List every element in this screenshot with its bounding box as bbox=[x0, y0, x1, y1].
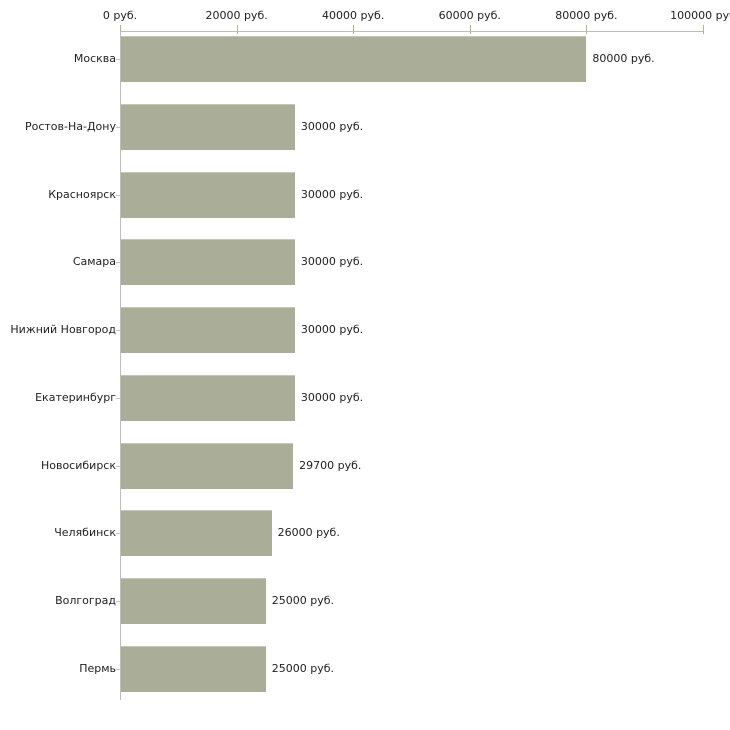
x-tick-label: 20000 руб. bbox=[205, 9, 268, 22]
x-tick-label: 0 руб. bbox=[102, 9, 138, 22]
x-tick-label: 100000 руб bbox=[670, 9, 730, 22]
y-tick-mark bbox=[116, 59, 120, 60]
value-label: 30000 руб. bbox=[300, 187, 364, 201]
category-label: Самара bbox=[72, 255, 116, 269]
category-label: Пермь bbox=[79, 661, 116, 675]
x-tick-mark bbox=[586, 25, 588, 34]
category-label: Екатеринбург bbox=[35, 390, 116, 404]
bar bbox=[121, 307, 295, 353]
value-label: 25000 руб. bbox=[271, 594, 335, 607]
x-tick-mark bbox=[120, 25, 121, 34]
category-label: Челябинск bbox=[54, 526, 116, 540]
category-label: Москва bbox=[73, 52, 116, 65]
category-label: Ростов-На-Дону bbox=[24, 119, 116, 133]
x-axis-line bbox=[120, 31, 703, 32]
x-tick-label: 80000 руб. bbox=[555, 9, 618, 22]
bar bbox=[121, 171, 295, 218]
y-tick-mark bbox=[116, 668, 120, 670]
bar bbox=[121, 374, 295, 421]
y-tick-mark bbox=[116, 465, 120, 467]
bar bbox=[121, 36, 587, 82]
category-label: Волгоград bbox=[55, 594, 116, 607]
x-tick-mark bbox=[469, 25, 471, 34]
value-label: 30000 руб. bbox=[300, 323, 364, 336]
y-tick-mark bbox=[116, 330, 120, 331]
value-label: 30000 руб. bbox=[300, 255, 364, 269]
value-label: 30000 руб. bbox=[300, 119, 364, 133]
bar bbox=[121, 645, 266, 692]
y-tick-mark bbox=[116, 194, 120, 196]
x-tick-label: 60000 руб. bbox=[438, 9, 501, 22]
bar bbox=[121, 578, 266, 624]
value-label: 25000 руб. bbox=[271, 661, 335, 675]
value-label: 29700 руб. bbox=[299, 458, 362, 472]
x-tick-mark bbox=[703, 25, 704, 34]
category-label: Нижний Новгород bbox=[10, 323, 116, 336]
bar bbox=[121, 510, 272, 557]
y-tick-mark bbox=[116, 533, 120, 535]
x-tick-mark bbox=[353, 25, 355, 34]
category-label: Новосибирск bbox=[40, 458, 116, 472]
value-label: 80000 руб. bbox=[592, 52, 655, 65]
bar bbox=[121, 103, 295, 150]
category-label: Красноярск bbox=[48, 187, 116, 201]
x-tick-label: 40000 руб. bbox=[322, 9, 385, 22]
y-axis-line bbox=[120, 31, 121, 700]
value-label: 26000 руб. bbox=[277, 526, 340, 540]
bar bbox=[121, 239, 295, 286]
bar bbox=[121, 442, 294, 489]
y-tick-mark bbox=[116, 126, 120, 128]
y-tick-mark bbox=[116, 397, 120, 399]
value-label: 30000 руб. bbox=[300, 390, 364, 404]
x-tick-mark bbox=[236, 25, 238, 34]
y-tick-mark bbox=[116, 601, 120, 602]
y-tick-mark bbox=[116, 262, 120, 264]
